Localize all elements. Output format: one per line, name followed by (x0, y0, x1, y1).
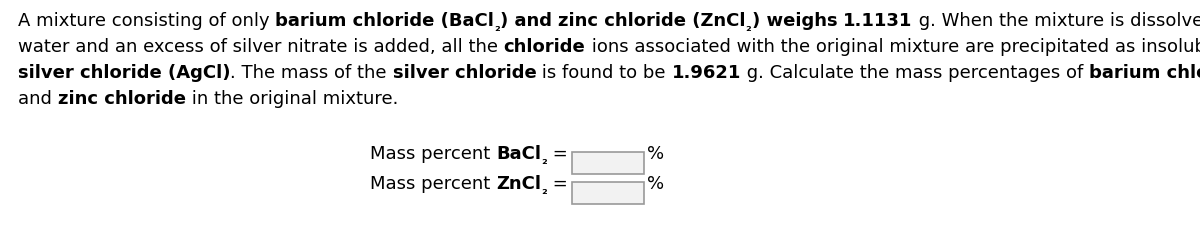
Text: barium chloride: barium chloride (1090, 64, 1200, 82)
Text: in the original mixture.: in the original mixture. (186, 90, 398, 108)
Text: BaCl: BaCl (496, 144, 541, 162)
Text: ) and: ) and (500, 12, 558, 30)
Text: ₂: ₂ (541, 154, 547, 166)
Text: ) weighs: ) weighs (751, 12, 844, 30)
Text: silver chloride (AgCl): silver chloride (AgCl) (18, 64, 230, 82)
Text: zinc chloride (ZnCl: zinc chloride (ZnCl (558, 12, 745, 30)
Text: =: = (547, 174, 568, 192)
Text: is found to be: is found to be (536, 64, 672, 82)
Text: ₂: ₂ (541, 184, 547, 196)
Text: and: and (18, 90, 58, 108)
Text: chloride: chloride (504, 38, 586, 56)
Text: ₂: ₂ (494, 21, 500, 34)
Text: %: % (648, 174, 665, 192)
Text: zinc chloride: zinc chloride (58, 90, 186, 108)
Text: 1.9621: 1.9621 (672, 64, 742, 82)
Text: silver chloride: silver chloride (392, 64, 536, 82)
Text: ₂: ₂ (745, 21, 751, 34)
Text: Mass percent: Mass percent (370, 174, 496, 192)
Text: barium chloride (BaCl: barium chloride (BaCl (275, 12, 494, 30)
Text: g. When the mixture is dissolved in: g. When the mixture is dissolved in (913, 12, 1200, 30)
Text: . The mass of the: . The mass of the (230, 64, 392, 82)
Text: ZnCl: ZnCl (496, 174, 541, 192)
Text: %: % (648, 144, 665, 162)
Text: ions associated with the original mixture are precipitated as insoluble: ions associated with the original mixtur… (586, 38, 1200, 56)
Text: water and an excess of silver nitrate is added, all the: water and an excess of silver nitrate is… (18, 38, 504, 56)
Text: =: = (547, 144, 568, 162)
Text: Mass percent: Mass percent (370, 144, 496, 162)
Text: A mixture consisting of only: A mixture consisting of only (18, 12, 275, 30)
Text: 1.1131: 1.1131 (844, 12, 913, 30)
Text: g. Calculate the mass percentages of: g. Calculate the mass percentages of (742, 64, 1090, 82)
